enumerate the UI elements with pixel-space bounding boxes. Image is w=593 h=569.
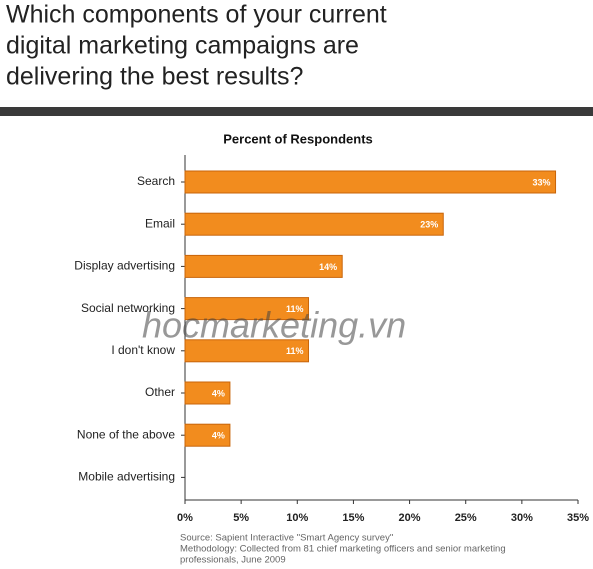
bar <box>184 254 343 278</box>
category-label: Search <box>137 174 175 188</box>
category-label: I don't know <box>111 343 175 357</box>
source-note: Source: Sapient Interactive "Smart Agenc… <box>180 533 393 544</box>
category-label: Other <box>145 385 175 399</box>
value-label: 11% <box>286 346 304 356</box>
value-label: 23% <box>420 220 438 230</box>
category-label: Email <box>145 216 175 230</box>
category-label: Display advertising <box>74 259 175 273</box>
x-tick-label: 30% <box>511 512 533 524</box>
category-label: Social networking <box>81 301 175 315</box>
source-note: professionals, June 2009 <box>180 555 286 566</box>
chart-title: digital marketing campaigns are <box>6 32 359 60</box>
bar <box>184 297 310 321</box>
x-tick-label: 25% <box>455 512 477 524</box>
chart-title: Which components of your current <box>6 1 387 29</box>
x-tick-label: 35% <box>567 512 589 524</box>
bar <box>184 212 444 236</box>
watermark: hocmarketing.vn <box>142 305 406 346</box>
bar <box>184 170 557 194</box>
bar <box>184 339 310 363</box>
divider <box>0 107 593 116</box>
x-tick-label: 0% <box>177 512 193 524</box>
source-note: Methodology: Collected from 81 chief mar… <box>180 544 506 555</box>
x-tick-label: 15% <box>342 512 364 524</box>
bar <box>184 423 231 447</box>
chart-subtitle: Percent of Respondents <box>223 131 373 146</box>
x-tick-label: 20% <box>399 512 421 524</box>
x-tick-label: 5% <box>233 512 249 524</box>
value-label: 14% <box>319 262 337 272</box>
value-label: 33% <box>533 177 551 187</box>
value-label: 4% <box>212 388 225 398</box>
category-label: None of the above <box>77 427 175 441</box>
value-label: 4% <box>212 431 225 441</box>
chart-title: delivering the best results? <box>6 63 303 91</box>
x-tick-label: 10% <box>286 512 308 524</box>
category-label: Mobile advertising <box>78 470 175 484</box>
value-label: 11% <box>286 304 304 314</box>
bar <box>184 381 231 405</box>
